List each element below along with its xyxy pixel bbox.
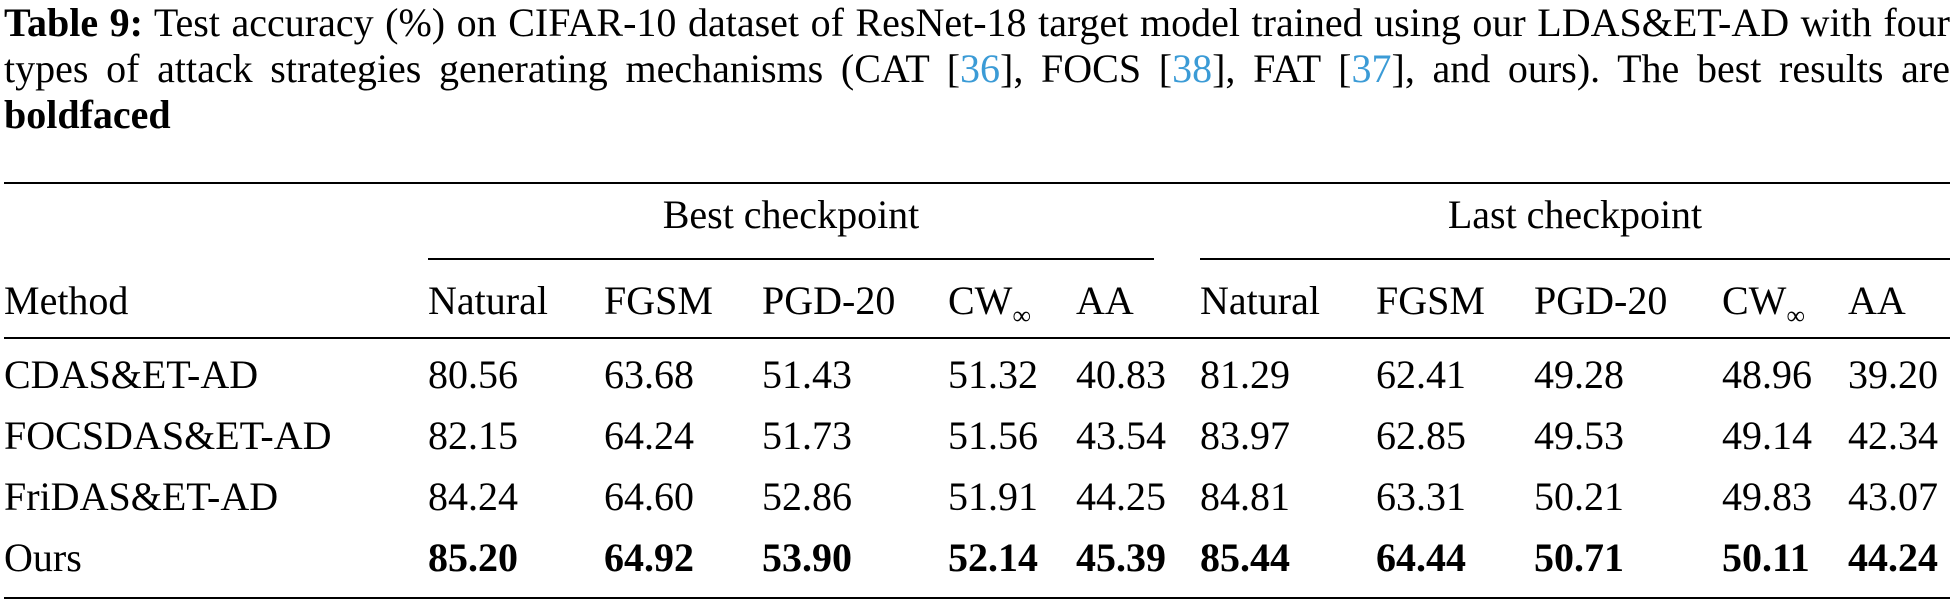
table-cell: 44.25 [1076, 474, 1166, 519]
column-header: FGSM [1376, 278, 1485, 323]
caption-text: ], FOCS [ [1000, 46, 1173, 91]
caption-label: Table 9: [4, 0, 144, 45]
table-cell: 64.60 [604, 474, 694, 519]
column-header: FGSM [604, 278, 713, 323]
table-cell: 51.91 [948, 474, 1038, 519]
caption-bold-word: boldfaced [4, 92, 171, 137]
caption-text: ], and ours). The best results are [1391, 46, 1950, 91]
table-cell: 43.07 [1848, 474, 1938, 519]
row-method: FriDAS&ET-AD [4, 474, 279, 519]
table-cell: 51.73 [762, 413, 852, 458]
table-cell: 81.29 [1200, 352, 1290, 397]
table-cell: 62.85 [1376, 413, 1466, 458]
table-cell: 44.24 [1848, 535, 1938, 580]
table-header-rule [4, 337, 1950, 339]
citation-link-focs[interactable]: 38 [1172, 46, 1213, 91]
group-rule-last [1200, 258, 1950, 260]
table-top-rule [4, 182, 1950, 184]
column-header: AA [1076, 278, 1134, 323]
table-cell: 64.92 [604, 535, 694, 580]
column-header: Natural [428, 278, 548, 323]
table-cell: 40.83 [1076, 352, 1166, 397]
column-header-method: Method [4, 278, 129, 323]
group-header-last: Last checkpoint [1447, 192, 1703, 237]
column-header: PGD-20 [762, 278, 896, 323]
table-cell: 49.28 [1534, 352, 1624, 397]
table-cell: 50.71 [1534, 535, 1624, 580]
table-bottom-rule [4, 597, 1950, 599]
table-cell: 83.97 [1200, 413, 1290, 458]
table-cell: 50.21 [1534, 474, 1624, 519]
table-cell: 49.53 [1534, 413, 1624, 458]
table-cell: 48.96 [1722, 352, 1812, 397]
table-cell: 85.44 [1200, 535, 1290, 580]
citation-link-fat[interactable]: 37 [1351, 46, 1392, 91]
table-cell: 53.90 [762, 535, 852, 580]
column-header: AA [1848, 278, 1906, 323]
caption-text: Test accuracy (%) on CIFAR-10 dataset of… [4, 0, 1950, 91]
citation-link-cat[interactable]: 36 [960, 46, 1001, 91]
table-caption: Table 9: Test accuracy (%) on CIFAR-10 d… [4, 0, 1950, 138]
table-cell: 51.32 [948, 352, 1038, 397]
table-cell: 84.24 [428, 474, 518, 519]
caption-text: ], FAT [ [1212, 46, 1352, 91]
table-cell: 51.43 [762, 352, 852, 397]
table-cell: 52.14 [948, 535, 1038, 580]
table-cell: 43.54 [1076, 413, 1166, 458]
table-cell: 52.86 [762, 474, 852, 519]
table-cell: 63.68 [604, 352, 694, 397]
table-cell: 85.20 [428, 535, 518, 580]
cw-subscript: ∞ [1786, 301, 1805, 330]
table-cell: 80.56 [428, 352, 518, 397]
table-cell: 49.83 [1722, 474, 1812, 519]
cw-subscript: ∞ [1012, 301, 1031, 330]
table-cell: 49.14 [1722, 413, 1812, 458]
cw-label: CW [948, 278, 1013, 323]
table-cell: 82.15 [428, 413, 518, 458]
table-cell: 84.81 [1200, 474, 1290, 519]
column-header-cw: CW∞ [1722, 278, 1805, 339]
table-cell: 63.31 [1376, 474, 1466, 519]
table-cell: 62.41 [1376, 352, 1466, 397]
table-cell: 39.20 [1848, 352, 1938, 397]
table-cell: 50.11 [1722, 535, 1810, 580]
row-method: CDAS&ET-AD [4, 352, 259, 397]
group-rule-best [428, 258, 1154, 260]
table-cell: 45.39 [1076, 535, 1166, 580]
table-cell: 42.34 [1848, 413, 1938, 458]
table-cell: 64.44 [1376, 535, 1466, 580]
row-method: FOCSDAS&ET-AD [4, 413, 332, 458]
table-cell: 64.24 [604, 413, 694, 458]
column-header-cw: CW∞ [948, 278, 1031, 339]
column-header: Natural [1200, 278, 1320, 323]
cw-label: CW [1722, 278, 1787, 323]
group-header-best: Best checkpoint [662, 192, 920, 237]
column-header: PGD-20 [1534, 278, 1668, 323]
row-method: Ours [4, 535, 82, 580]
table-cell: 51.56 [948, 413, 1038, 458]
